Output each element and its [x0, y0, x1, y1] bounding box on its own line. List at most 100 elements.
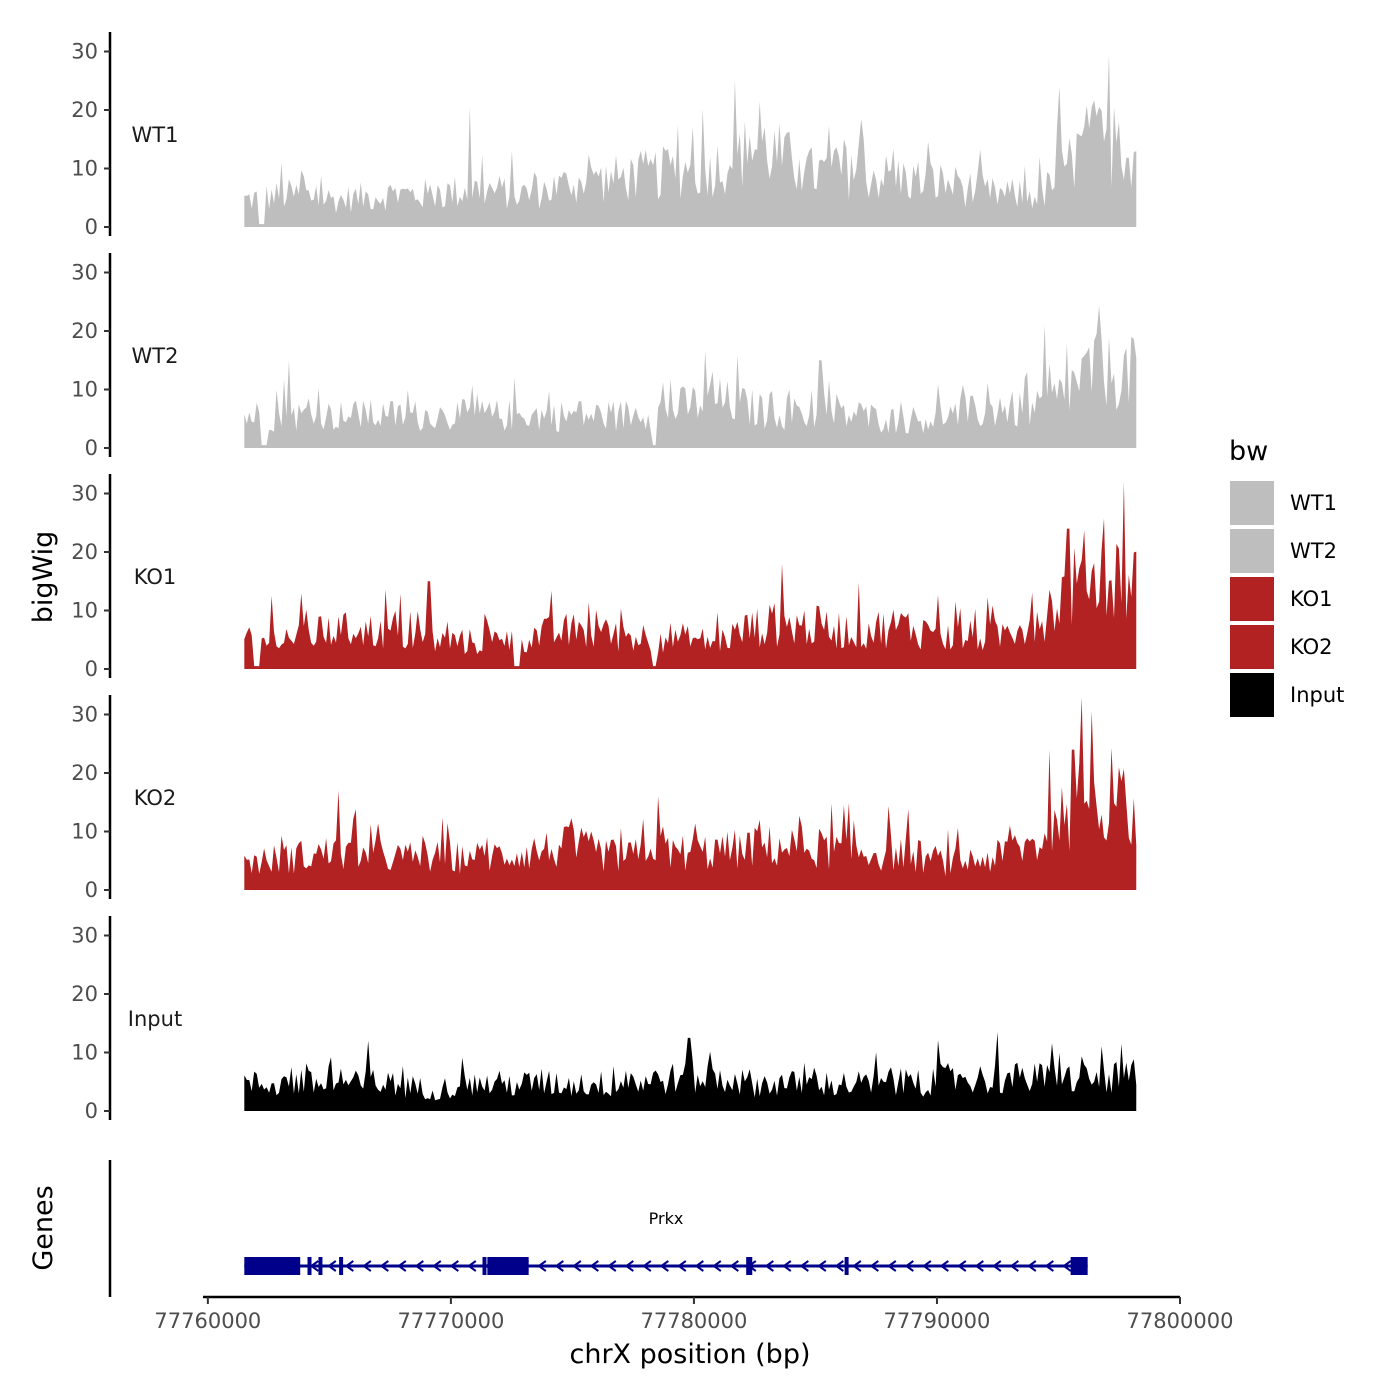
gene-exon	[844, 1257, 849, 1275]
strand-arrow	[449, 1260, 459, 1272]
y-tick-label: 0	[85, 878, 98, 902]
y-tick-label: 20	[71, 761, 98, 785]
y-axis-title: bigWig	[28, 531, 59, 624]
signal-area-input	[244, 1032, 1137, 1111]
y-tick-label: 20	[71, 540, 98, 564]
strand-arrow	[694, 1260, 704, 1272]
y-tick-label: 20	[71, 98, 98, 122]
strand-arrow	[414, 1260, 424, 1272]
signal-area-wt2	[244, 306, 1137, 448]
y-tick-label: 0	[85, 1099, 98, 1123]
y-tick-label: 30	[71, 482, 98, 506]
legend-label-ko2: KO2	[1290, 635, 1333, 659]
gene-exon	[482, 1257, 487, 1275]
track-label: Input	[128, 1007, 182, 1031]
strand-arrow	[887, 1260, 897, 1272]
gene-name-label: Prkx	[649, 1209, 684, 1228]
genes-track-label: Genes	[28, 1185, 59, 1270]
strand-arrow	[817, 1260, 827, 1272]
gene-exon	[1070, 1257, 1088, 1275]
legend-label-wt1: WT1	[1290, 491, 1337, 515]
y-tick-label: 10	[71, 157, 98, 181]
legend: bw WT1 WT2 KO1 KO2 Input	[1228, 436, 1344, 719]
strand-arrow	[467, 1260, 477, 1272]
y-tick-label: 10	[71, 378, 98, 402]
signal-area-ko1	[244, 481, 1137, 669]
track-input: 0 10 20 30 Input	[71, 916, 1137, 1123]
gene-exon	[318, 1257, 323, 1275]
track-label: KO1	[134, 565, 177, 589]
y-tick-label: 30	[71, 261, 98, 285]
legend-label-wt2: WT2	[1290, 539, 1337, 563]
strand-arrow	[1009, 1260, 1019, 1272]
strand-arrow	[957, 1260, 967, 1272]
strand-arrow	[379, 1260, 389, 1272]
track-ko2: 0 10 20 30 KO2	[71, 695, 1137, 902]
strand-arrow	[589, 1260, 599, 1272]
y-tick-label: 20	[71, 982, 98, 1006]
track-label: WT2	[132, 344, 179, 368]
y-tick-label: 10	[71, 1041, 98, 1065]
strand-arrow	[712, 1260, 722, 1272]
strand-arrow	[624, 1260, 634, 1272]
track-wt2: 0 10 20 30 WT2	[71, 253, 1137, 460]
strand-arrow	[344, 1260, 354, 1272]
gene-exon	[487, 1257, 529, 1275]
y-tick-label: 0	[85, 436, 98, 460]
genes-track: Genes Prkx	[28, 1160, 1088, 1297]
y-tick-label: 20	[71, 319, 98, 343]
y-tick-label: 30	[71, 924, 98, 948]
x-axis: 77760000 77770000 77780000 77790000 77800000	[154, 1295, 1234, 1333]
strand-arrow	[834, 1260, 844, 1272]
gene-exon	[244, 1257, 301, 1275]
strand-arrow	[764, 1260, 774, 1272]
track-wt1: 0 10 20 30 WT1	[71, 32, 1137, 239]
strand-arrow	[852, 1260, 862, 1272]
y-tick-label: 10	[71, 599, 98, 623]
x-tick-label: 77780000	[640, 1309, 747, 1333]
x-tick-label: 77790000	[884, 1309, 991, 1333]
strand-arrow	[1044, 1260, 1054, 1272]
strand-arrow	[1027, 1260, 1037, 1272]
legend-key-ko1	[1228, 575, 1276, 623]
strand-arrow	[729, 1260, 739, 1272]
strand-arrow	[432, 1260, 442, 1272]
gene-exon	[746, 1257, 753, 1275]
x-tick-label: 77760000	[154, 1309, 261, 1333]
signal-tracks: 0 10 20 30 WT1 0 10 20 30 WT2 0 10 20 30 KO1 0 10 20 30 KO2…	[71, 32, 1137, 1123]
gene-exon	[339, 1257, 344, 1275]
strand-arrow	[642, 1260, 652, 1272]
strand-arrow	[397, 1260, 407, 1272]
signal-area-ko2	[244, 697, 1137, 890]
strand-arrow	[607, 1260, 617, 1272]
y-tick-label: 0	[85, 657, 98, 681]
y-tick-label: 30	[71, 40, 98, 64]
x-axis-title: chrX position (bp)	[569, 1339, 810, 1370]
strand-arrow	[362, 1260, 372, 1272]
legend-key-input	[1228, 671, 1276, 719]
strand-arrow	[974, 1260, 984, 1272]
y-tick-label: 0	[85, 215, 98, 239]
strand-arrow	[869, 1260, 879, 1272]
strand-arrow	[572, 1260, 582, 1272]
y-axis-title-group: bigWig	[28, 531, 59, 624]
legend-label-input: Input	[1290, 683, 1344, 707]
legend-key-wt2	[1228, 527, 1276, 575]
strand-arrow	[554, 1260, 564, 1272]
strand-arrow	[992, 1260, 1002, 1272]
legend-key-ko2	[1228, 623, 1276, 671]
strand-arrow	[939, 1260, 949, 1272]
legend-label-ko1: KO1	[1290, 587, 1333, 611]
x-tick-label: 77800000	[1127, 1309, 1234, 1333]
track-label: WT1	[132, 123, 179, 147]
y-tick-label: 10	[71, 820, 98, 844]
strand-arrow	[1062, 1260, 1072, 1272]
gene-exon	[307, 1257, 312, 1275]
legend-title: bw	[1229, 436, 1268, 467]
strand-arrow	[537, 1260, 547, 1272]
x-tick-label: 77770000	[397, 1309, 504, 1333]
strand-arrow	[799, 1260, 809, 1272]
strand-arrow	[677, 1260, 687, 1272]
signal-area-wt1	[244, 54, 1137, 227]
